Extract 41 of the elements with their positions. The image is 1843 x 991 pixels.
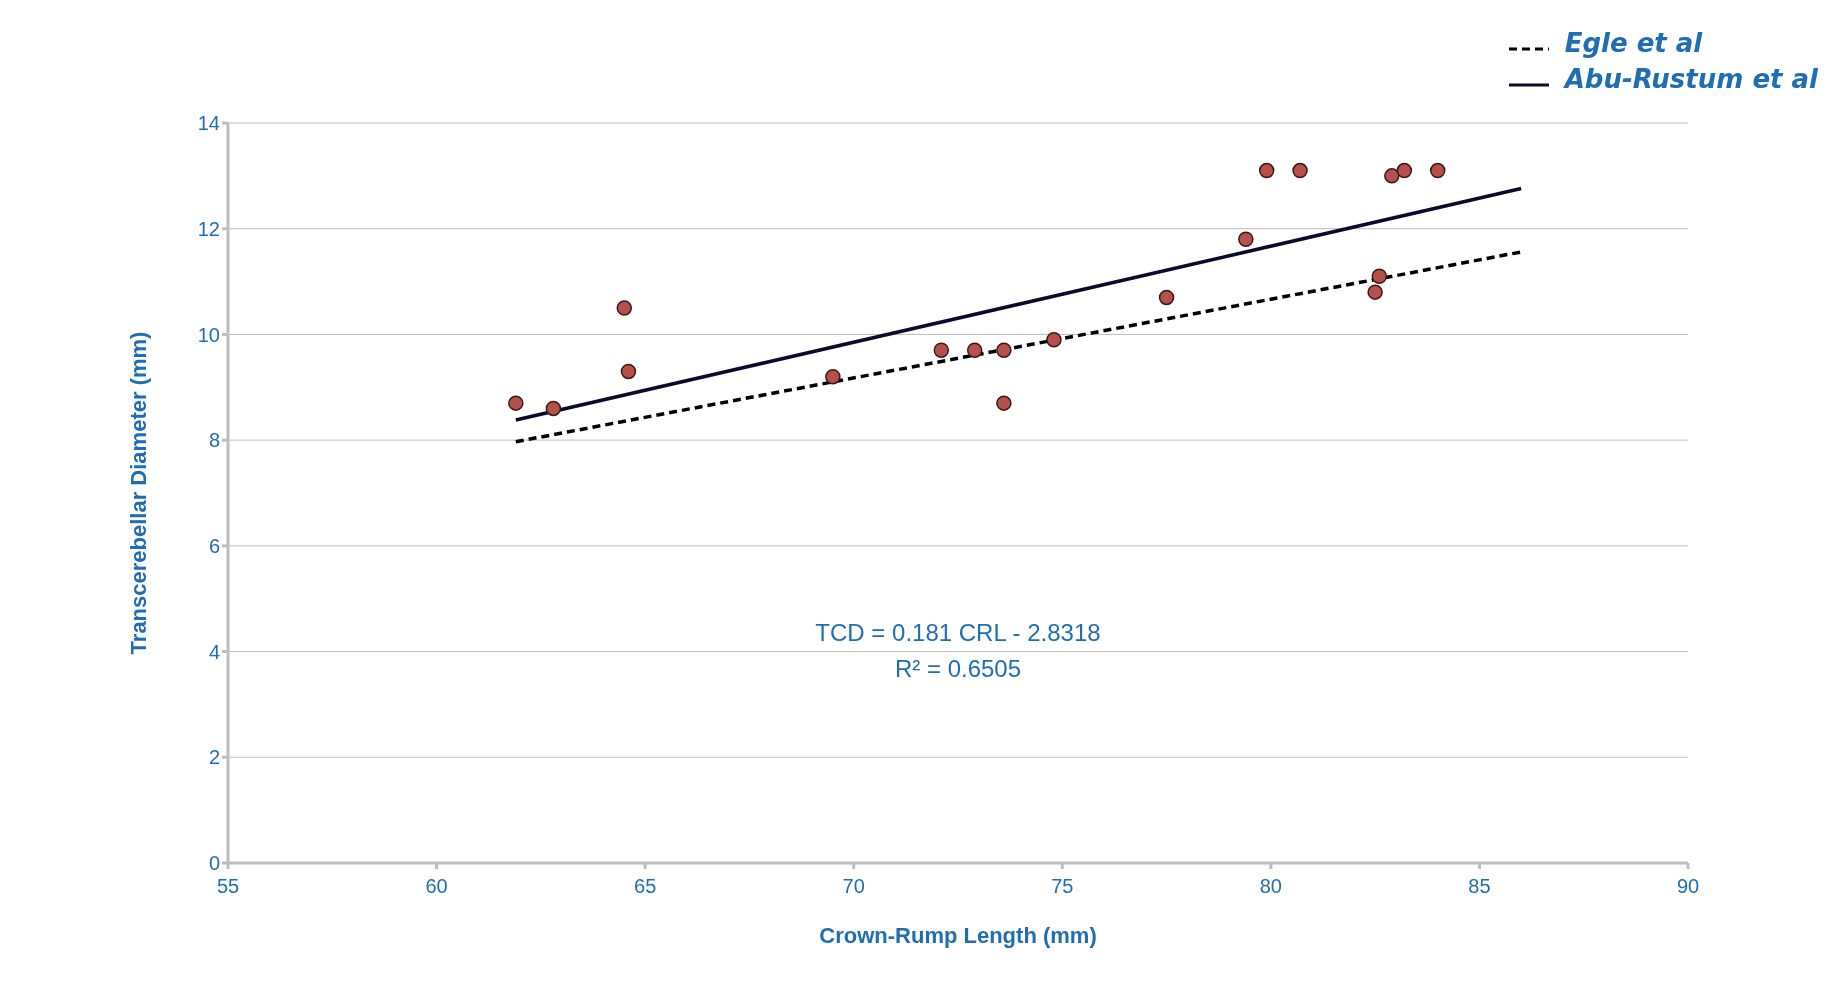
y-axis-title: Transcerebellar Diameter (mm)	[125, 331, 151, 655]
x-axis-title: Crown-Rump Length (mm)	[819, 923, 1097, 948]
point	[545, 400, 562, 417]
point	[825, 368, 841, 385]
point	[966, 342, 983, 359]
x-tick-label: 80	[1259, 875, 1282, 898]
point	[1292, 162, 1308, 179]
x-tick-label: 70	[842, 875, 865, 898]
point	[508, 395, 524, 411]
x-tick-label: 85	[1468, 875, 1491, 898]
y-tick-label: 14	[197, 112, 220, 135]
y-tick-label: 12	[197, 217, 220, 240]
y-tick-label: 0	[208, 852, 220, 875]
annotation: TCD = 0.181 CRL - 2.8318	[814, 618, 1102, 648]
point	[996, 395, 1012, 411]
point	[1396, 162, 1413, 179]
y-tick-label: 10	[197, 323, 220, 346]
x-tick-label: 60	[425, 875, 448, 898]
point	[933, 342, 950, 359]
x-tick-label: 55	[216, 875, 240, 898]
point	[1429, 162, 1446, 179]
x-tick-label: 90	[1676, 875, 1700, 898]
point	[1046, 331, 1062, 348]
x-tick-label: 65	[634, 875, 657, 898]
point	[1384, 168, 1400, 184]
y-tick-label: 6	[208, 534, 220, 557]
y-tick-label: 8	[208, 429, 220, 452]
legend-label: Abu-Rustum et al	[1564, 64, 1818, 94]
point	[616, 300, 633, 316]
annotation: R² = 0.6505	[893, 654, 1023, 684]
x-tick-label: 75	[1051, 875, 1074, 898]
point	[1371, 268, 1388, 285]
point	[1158, 289, 1175, 306]
point	[1238, 231, 1254, 248]
point	[1258, 162, 1275, 179]
point	[996, 342, 1012, 359]
y-tick-label: 2	[208, 746, 220, 769]
point	[620, 363, 637, 380]
legend-label: Egle et al	[1564, 28, 1703, 58]
point	[1367, 284, 1383, 300]
y-tick-label: 4	[208, 640, 220, 663]
